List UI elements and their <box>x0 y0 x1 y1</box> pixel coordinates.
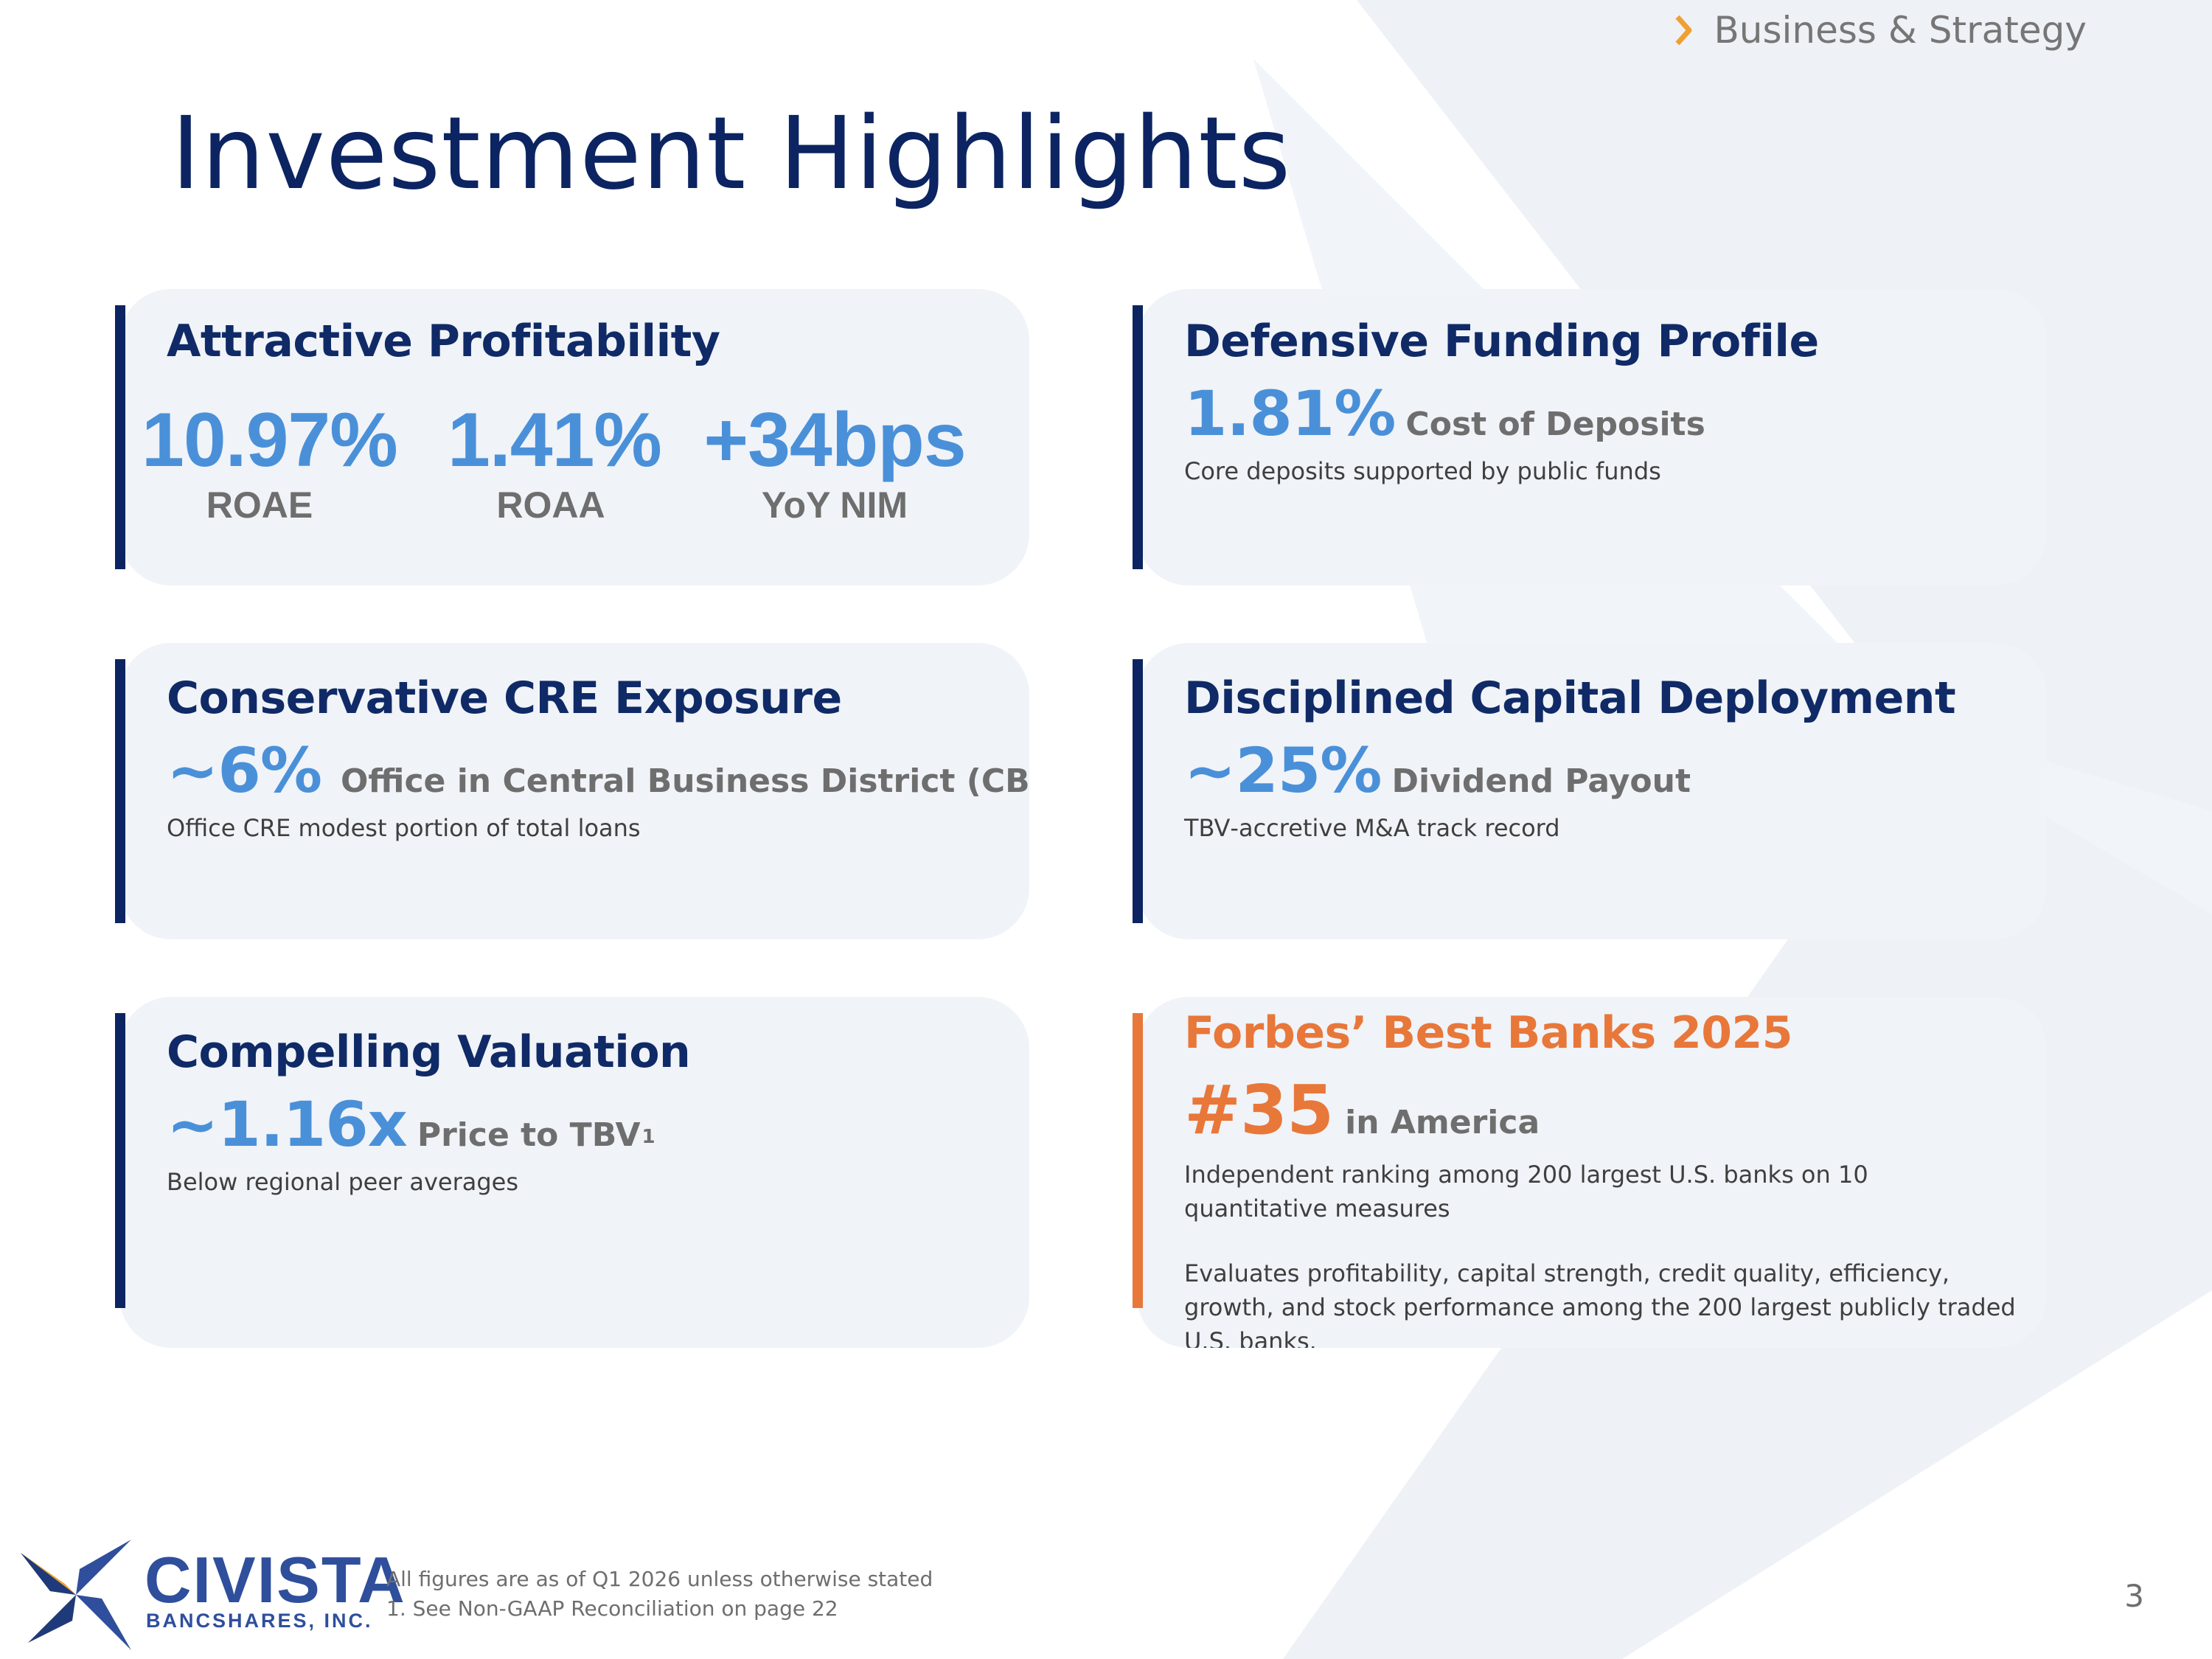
card-title: Attractive Profitability <box>167 316 720 367</box>
stat-value: 10.97% <box>142 397 398 483</box>
metric-value: ~1.16x <box>167 1088 408 1161</box>
accent-bar-capital <box>1133 659 1143 923</box>
logo-subtitle: BANCSHARES, INC. <box>146 1610 373 1632</box>
section-header: Business & Strategy <box>1673 9 2087 52</box>
card-description-secondary: Evaluates profitability, capital strengt… <box>1184 1259 2016 1348</box>
footnote-asof: All figures are as of Q1 2026 unless oth… <box>386 1567 933 1591</box>
metric-row: 1.81% Cost of Deposits <box>1184 378 1705 450</box>
card-funding: Defensive Funding Profile 1.81% Cost of … <box>1137 289 2047 585</box>
metric-value: 1.81% <box>1184 378 1396 450</box>
accent-bar-valuation <box>115 1013 125 1308</box>
card-capital: Disciplined Capital Deployment ~25% Divi… <box>1137 643 2047 939</box>
metric-label: Cost of Deposits <box>1405 406 1705 443</box>
card-title: Conservative CRE Exposure <box>167 672 842 724</box>
metric-label: Office in Central Business District (CBD… <box>341 762 1029 800</box>
chevron-right-icon <box>1674 15 1691 46</box>
card-description: Office CRE modest portion of total loans <box>167 814 641 842</box>
accent-bar-profitability <box>115 305 125 569</box>
card-description: Independent ranking among 200 largest U.… <box>1184 1161 1868 1222</box>
stat-label: YoY NIM <box>761 484 908 526</box>
accent-bar-cre <box>115 659 125 923</box>
card-title: Defensive Funding Profile <box>1184 316 1819 367</box>
card-valuation: Compelling Valuation ~1.16x Price to TBV… <box>119 997 1029 1348</box>
metric-value: ~6% <box>167 734 322 807</box>
stat-label: ROAA <box>496 484 605 526</box>
accent-bar-forbes <box>1133 1013 1143 1308</box>
stat-value: 1.41% <box>448 397 662 483</box>
card-cre: Conservative CRE Exposure ~6% Office in … <box>119 643 1029 939</box>
stat-nim: +34bps YoY NIM <box>698 400 971 526</box>
metric-row: ~25% Dividend Payout <box>1184 734 1691 807</box>
footnote-nongaap: 1. See Non-GAAP Reconciliation on page 2… <box>386 1596 838 1621</box>
stat-label: ROAE <box>206 484 313 526</box>
stat-roae: 10.97% ROAE <box>142 397 398 526</box>
metric-label: in America <box>1345 1104 1540 1141</box>
card-profitability: Attractive Profitability 10.97% ROAE 1.4… <box>119 289 1029 585</box>
metric-value: ~25% <box>1184 734 1382 807</box>
footnote-marker: 1 <box>641 1126 655 1148</box>
civista-star-logo-icon <box>21 1540 131 1650</box>
metric-row: ~6% Office in Central Business District … <box>167 734 1029 807</box>
page-number: 3 <box>2124 1578 2144 1614</box>
metric-row: ~1.16x Price to TBV 1 <box>167 1088 655 1161</box>
metric-value: #35 <box>1184 1071 1334 1150</box>
card-description: TBV‐accretive M&A track record <box>1184 814 1560 842</box>
accent-bar-funding <box>1133 305 1143 569</box>
card-title: Compelling Valuation <box>167 1026 691 1078</box>
card-description: Below regional peer averages <box>167 1168 519 1196</box>
metric-label: Price to TBV <box>417 1116 641 1154</box>
card-forbes: Forbes’ Best Banks 2025 #35 in America I… <box>1137 997 2047 1348</box>
stat-roaa: 1.41% ROAA <box>448 397 662 526</box>
metric-label: Dividend Payout <box>1391 762 1691 800</box>
metric-row: #35 in America <box>1184 1071 1540 1150</box>
logo-wordmark: CIVISTA <box>145 1543 406 1616</box>
card-title: Forbes’ Best Banks 2025 <box>1184 1007 1793 1059</box>
stat-value: +34bps <box>703 397 966 483</box>
footnotes: All figures are as of Q1 2026 unless oth… <box>386 1565 933 1624</box>
page-title: Investment Highlights <box>171 96 1292 212</box>
card-title: Disciplined Capital Deployment <box>1184 672 1956 724</box>
section-label: Business & Strategy <box>1714 9 2087 52</box>
card-description: Core deposits supported by public funds <box>1184 457 1661 485</box>
